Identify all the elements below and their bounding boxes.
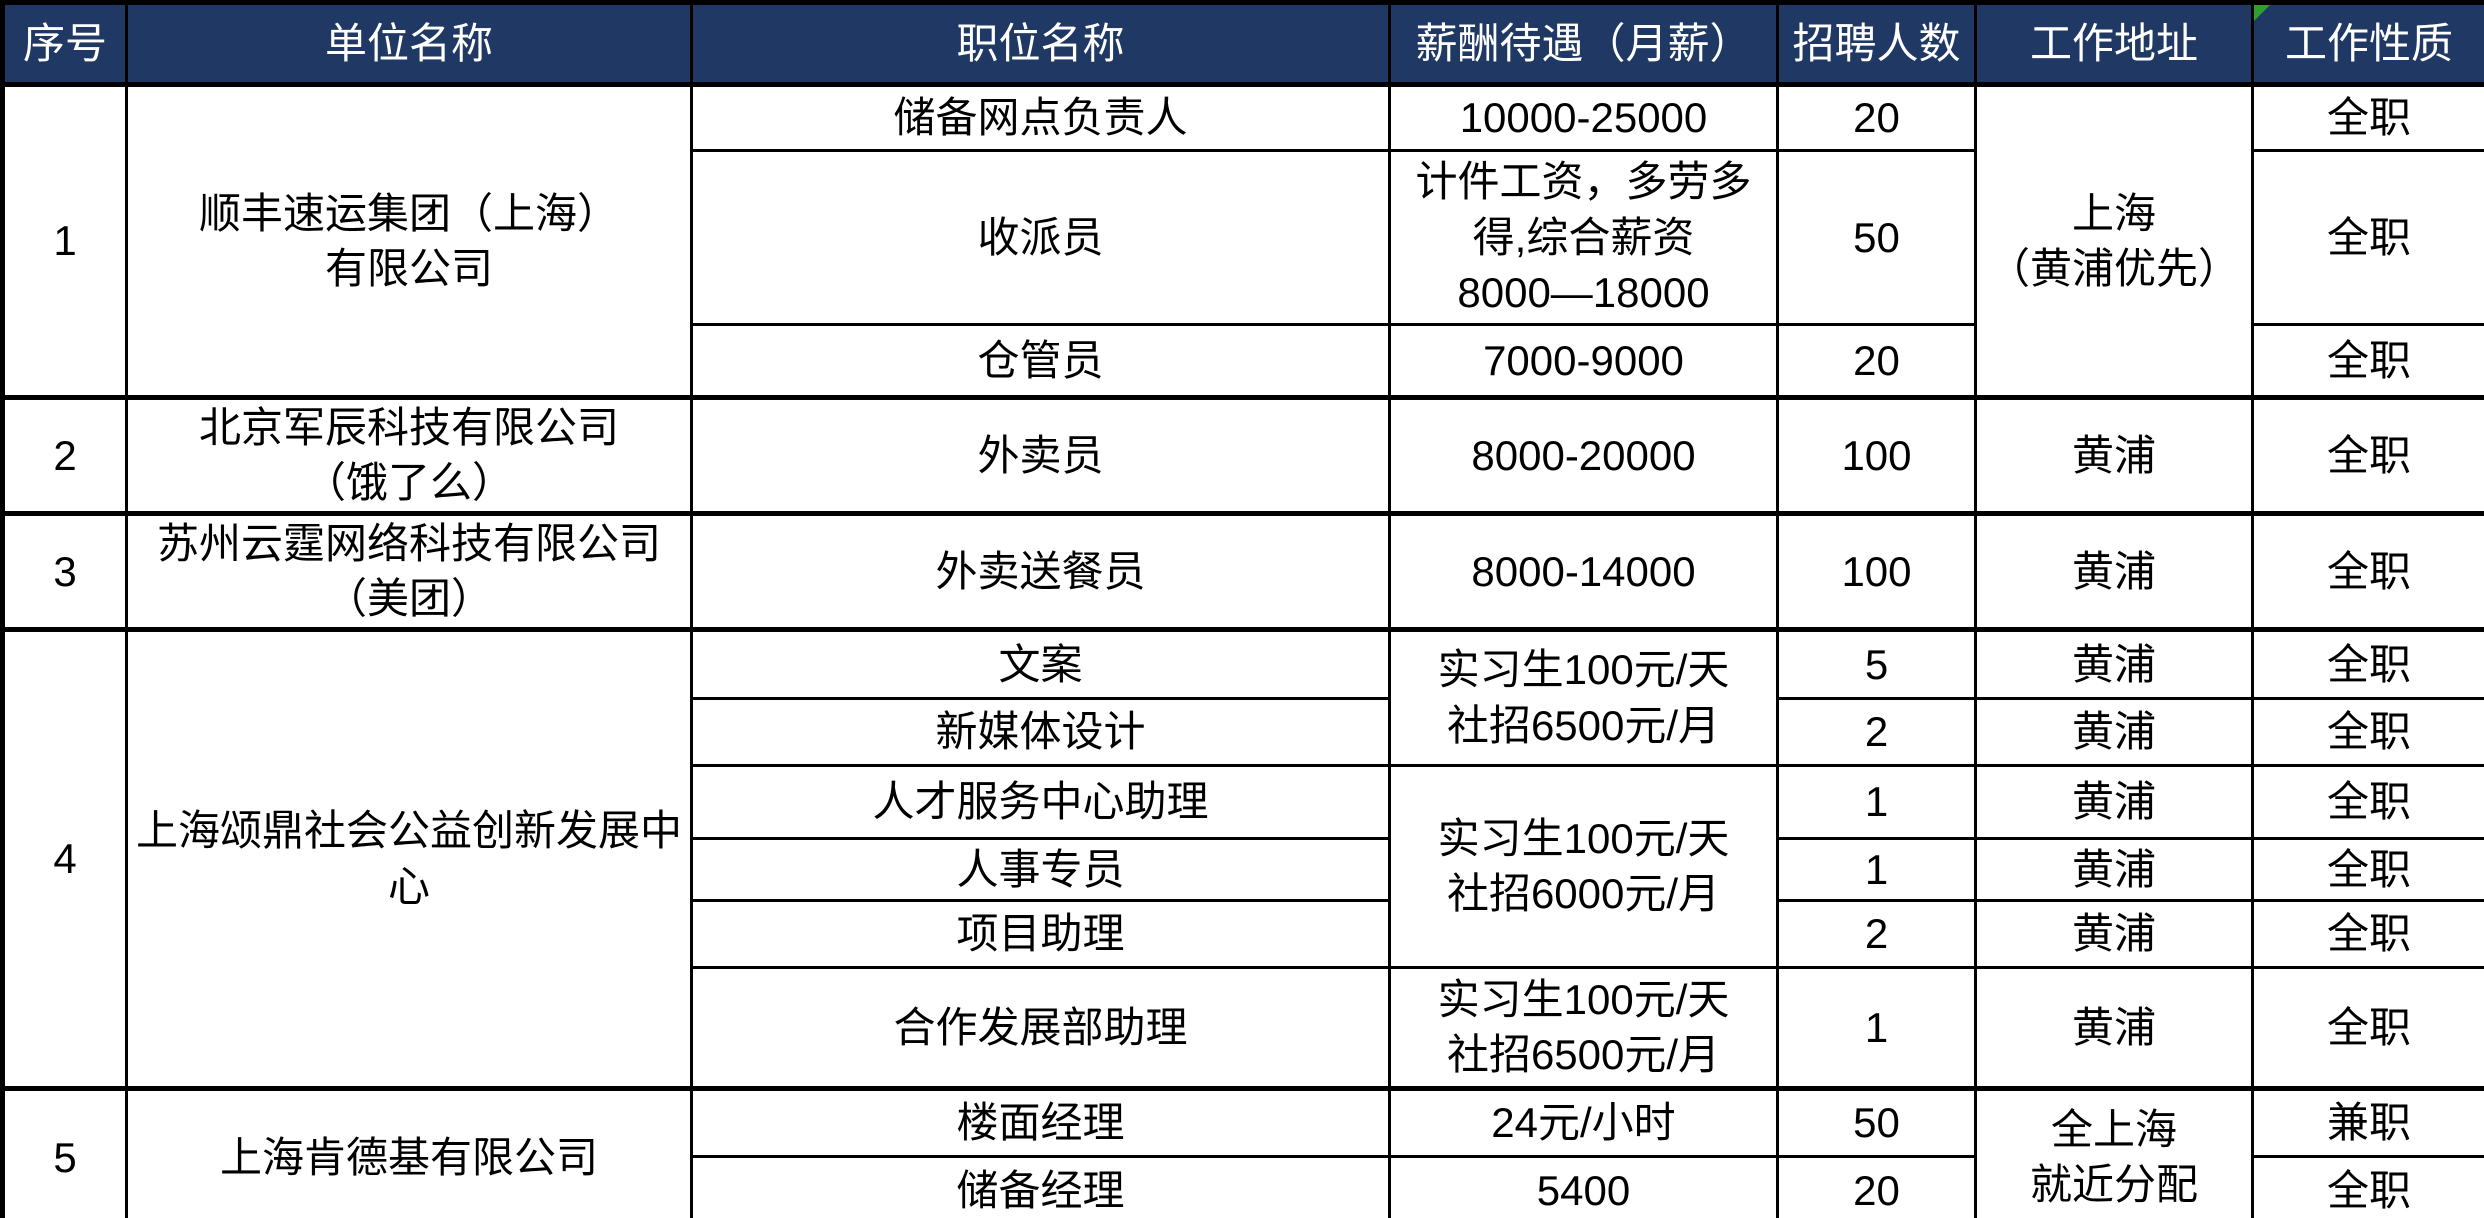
green-flag-icon xyxy=(2255,7,2270,21)
cell-location: 黄浦 xyxy=(1974,626,2254,700)
cell-salary: 计件工资，多劳多 得,综合薪资 8000—18000 xyxy=(1388,149,1779,326)
table-row: 3 苏州云霆网络科技有限公司 （美团） 外卖送餐员 8000-14000 100… xyxy=(1,510,2484,631)
cell-location: 黄浦 xyxy=(1974,763,2254,840)
table-header-row: 序号 单位名称 职位名称 薪酬待遇（月薪） 招聘人数 工作地址 工作性质 xyxy=(1,0,2484,86)
cell-company: 苏州云霆网络科技有限公司 （美团） xyxy=(125,510,693,631)
cell-company: 北京军辰科技有限公司 （饿了么） xyxy=(125,395,693,515)
cell-salary: 实习生100元/天 社招6500元/月 xyxy=(1388,965,1779,1090)
header-cell-salary: 薪酬待遇（月薪） xyxy=(1388,0,1779,86)
table-row: 1 顺丰速运集团（上海） 有限公司 储备网点负责人 10000-25000 20… xyxy=(1,82,2484,399)
cell-position: 新媒体设计 xyxy=(690,696,1391,767)
table-row: 2 北京军辰科技有限公司 （饿了么） 外卖员 8000-20000 100 黄浦… xyxy=(1,395,2484,515)
cell-headcount: 20 xyxy=(1776,323,1977,399)
table-row: 储备经理 5400 20 全职 xyxy=(3,1154,2484,1218)
cell-seq: 4 xyxy=(1,626,128,1090)
cell-headcount: 50 xyxy=(1776,149,1977,326)
cell-position: 文案 xyxy=(690,626,1391,700)
cell-salary: 实习生100元/天 社招6500元/月 xyxy=(1388,626,1779,767)
cell-headcount: 100 xyxy=(1776,395,1977,515)
cell-jobtype: 全职 xyxy=(2251,898,2484,969)
header-cell-company: 单位名称 xyxy=(125,0,693,86)
cell-location: 黄浦 xyxy=(1974,836,2254,902)
cell-position: 项目助理 xyxy=(690,898,1391,969)
header-cell-headcount: 招聘人数 xyxy=(1776,0,1977,86)
cell-jobtype: 全职 xyxy=(2251,149,2484,326)
cell-position: 合作发展部助理 xyxy=(690,965,1391,1090)
cell-salary: 8000-20000 xyxy=(1388,395,1779,515)
cell-jobtype: 全职 xyxy=(2251,510,2484,631)
cell-headcount: 2 xyxy=(1776,898,1977,969)
cell-salary: 24元/小时 xyxy=(1388,1085,1779,1158)
cell-headcount: 1 xyxy=(1776,763,1977,840)
table-row: 4 上海颂鼎社会公益创新发展中 心 文案 实习生100元/天 社招6500元/月… xyxy=(1,626,2484,1090)
cell-position: 储备经理 xyxy=(690,1154,1391,1218)
cell-headcount: 2 xyxy=(1776,696,1977,767)
cell-location: 黄浦 xyxy=(1974,510,2254,631)
cell-headcount: 20 xyxy=(1776,82,1977,152)
cell-seq: 1 xyxy=(1,82,128,399)
cell-headcount: 100 xyxy=(1776,510,1977,631)
table-row: 5 上海肯德基有限公司 楼面经理 24元/小时 50 全上海 就近分配 兼职 xyxy=(1,1085,2484,1218)
cell-location: 黄浦 xyxy=(1974,696,2254,767)
cell-salary: 10000-25000 xyxy=(1388,82,1779,152)
cell-position: 人才服务中心助理 xyxy=(690,763,1391,840)
cell-location: 全上海 就近分配 xyxy=(1974,1085,2254,1218)
cell-jobtype: 兼职 xyxy=(2251,1085,2484,1158)
cell-seq: 3 xyxy=(1,510,128,631)
cell-position: 收派员 xyxy=(690,149,1391,326)
cell-position: 储备网点负责人 xyxy=(690,82,1391,152)
cell-seq: 5 xyxy=(1,1085,128,1218)
cell-position: 楼面经理 xyxy=(690,1085,1391,1158)
cell-jobtype: 全职 xyxy=(2251,965,2484,1090)
cell-jobtype: 全职 xyxy=(2251,82,2484,152)
header-cell-seq: 序号 xyxy=(1,0,128,86)
cell-company: 上海颂鼎社会公益创新发展中 心 xyxy=(125,626,693,1090)
cell-company: 上海肯德基有限公司 xyxy=(125,1085,693,1218)
cell-headcount: 50 xyxy=(1776,1085,1977,1158)
table-row: 项目助理 2 黄浦 全职 xyxy=(3,898,2484,969)
cell-salary: 5400 xyxy=(1388,1154,1779,1218)
cell-jobtype: 全职 xyxy=(2251,763,2484,840)
cell-jobtype: 全职 xyxy=(2251,323,2484,399)
table-row: 仓管员 7000-9000 20 全职 xyxy=(3,323,2484,399)
cell-jobtype: 全职 xyxy=(2251,1154,2484,1218)
cell-position: 外卖员 xyxy=(690,395,1391,515)
cell-headcount: 1 xyxy=(1776,836,1977,902)
cell-jobtype: 全职 xyxy=(2251,626,2484,700)
cell-location: 黄浦 xyxy=(1974,898,2254,969)
cell-location: 黄浦 xyxy=(1974,965,2254,1090)
cell-salary: 实习生100元/天 社招6000元/月 xyxy=(1388,763,1779,969)
cell-headcount: 20 xyxy=(1776,1154,1977,1218)
cell-salary: 8000-14000 xyxy=(1388,510,1779,631)
cell-jobtype: 全职 xyxy=(2251,836,2484,902)
cell-location: 上海 （黄浦优先） xyxy=(1974,82,2254,399)
cell-jobtype: 全职 xyxy=(2251,696,2484,767)
cell-position: 仓管员 xyxy=(690,323,1391,399)
table-row: 人事专员 1 黄浦 全职 xyxy=(3,836,2484,902)
cell-headcount: 1 xyxy=(1776,965,1977,1090)
header-cell-location: 工作地址 xyxy=(1974,0,2254,86)
table-row: 人才服务中心助理 实习生100元/天 社招6000元/月 1 黄浦 全职 xyxy=(3,763,2484,969)
cell-seq: 2 xyxy=(1,395,128,515)
cell-company: 顺丰速运集团（上海） 有限公司 xyxy=(125,82,693,399)
cell-salary: 7000-9000 xyxy=(1388,323,1779,399)
header-cell-jobtype: 工作性质 xyxy=(2251,0,2484,86)
table-row: 合作发展部助理 实习生100元/天 社招6500元/月 1 黄浦 全职 xyxy=(3,965,2484,1090)
table-row: 收派员 计件工资，多劳多 得,综合薪资 8000—18000 50 全职 xyxy=(3,149,2484,326)
cell-jobtype: 全职 xyxy=(2251,395,2484,515)
cell-headcount: 5 xyxy=(1776,626,1977,700)
table-row: 新媒体设计 2 黄浦 全职 xyxy=(3,696,2484,767)
header-cell-position: 职位名称 xyxy=(690,0,1391,86)
cell-location: 黄浦 xyxy=(1974,395,2254,515)
cell-position: 外卖送餐员 xyxy=(690,510,1391,631)
cell-position: 人事专员 xyxy=(690,836,1391,902)
